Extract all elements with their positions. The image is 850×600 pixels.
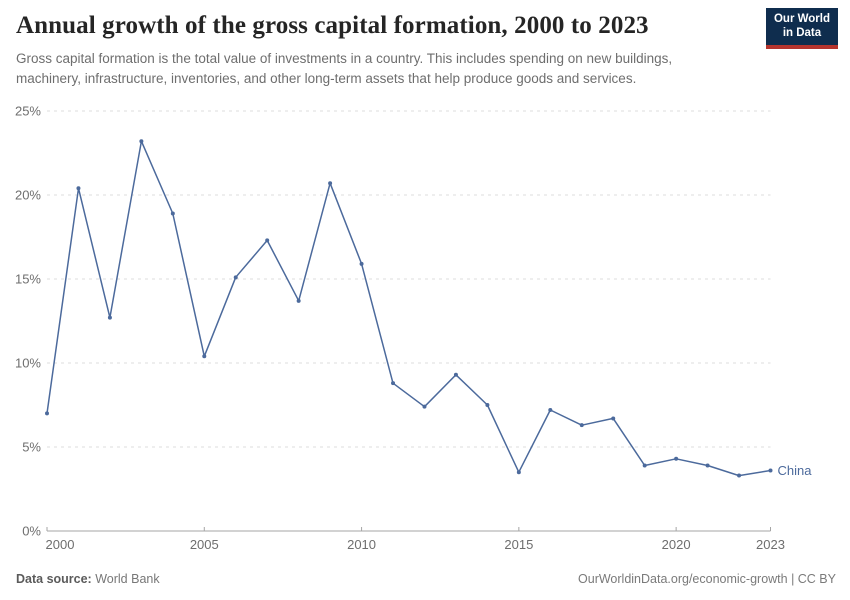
y-axis-tick-label: 0% [22, 524, 41, 539]
series-label-china[interactable]: China [778, 463, 813, 478]
owid-logo-line2: in Data [782, 26, 822, 39]
chart-subtitle: Gross capital formation is the total val… [16, 51, 673, 86]
data-point[interactable] [737, 473, 742, 478]
data-point[interactable] [76, 186, 81, 191]
data-point[interactable] [296, 298, 301, 303]
data-point[interactable] [674, 456, 679, 461]
data-point[interactable] [265, 238, 270, 243]
data-point[interactable] [139, 139, 144, 144]
data-point[interactable] [359, 261, 364, 266]
header: Annual growth of the gross capital forma… [16, 12, 760, 88]
owid-logo: Our World in Data [765, 8, 838, 49]
x-axis-tick-label: 2000 [46, 537, 75, 552]
y-axis-tick-label: 25% [15, 104, 41, 119]
data-point[interactable] [328, 181, 333, 186]
y-axis-tick-label: 5% [22, 440, 41, 455]
x-axis-tick-label: 2010 [347, 537, 376, 552]
y-axis-tick-label: 15% [15, 272, 41, 287]
chart-area: 0% 5% 10% 15% 20% 25% 2000 2005 2010 2015 2020 2023… [0, 96, 850, 560]
x-axis-tick-label: 2020 [662, 537, 691, 552]
x-axis-tick-label: 2015 [504, 537, 533, 552]
data-source-value: World Bank [95, 572, 160, 586]
y-axis-tick-label: 10% [15, 356, 41, 371]
line-china[interactable] [46, 140, 771, 477]
page-title: Annual growth of the gross capital forma… [16, 12, 649, 39]
x-axis-tick-label: 2005 [190, 537, 219, 552]
data-point[interactable] [233, 275, 238, 280]
data-point[interactable] [170, 211, 175, 216]
data-point[interactable] [516, 470, 521, 475]
data-point[interactable] [391, 381, 396, 386]
line-chart-svg: 0% 5% 10% 15% 20% 25% 2000 2005 2010 2015 2020 2023… [15, 104, 813, 553]
owid-logo-line1: Our World [773, 13, 830, 25]
footer: Data source: World Bank OurWorldinData.o… [16, 572, 836, 586]
x-axis-tick-label: 2023 [756, 537, 785, 552]
data-point[interactable] [453, 372, 458, 377]
data-point[interactable] [579, 423, 584, 428]
data-point[interactable] [768, 468, 773, 473]
data-source-label: Data source: [16, 572, 92, 586]
y-axis-tick-label: 20% [15, 188, 41, 203]
data-point[interactable] [705, 463, 710, 468]
footer-citation: OurWorldinData.org/economic-growth | CC … [578, 572, 836, 586]
data-point[interactable] [611, 416, 616, 421]
data-point[interactable] [107, 315, 112, 320]
data-source: Data source: World Bank [16, 572, 160, 586]
data-point[interactable] [45, 411, 49, 416]
data-point[interactable] [548, 408, 553, 413]
data-point[interactable] [422, 404, 427, 409]
data-point[interactable] [642, 463, 647, 468]
data-point[interactable] [485, 403, 490, 407]
data-point[interactable] [202, 354, 207, 359]
